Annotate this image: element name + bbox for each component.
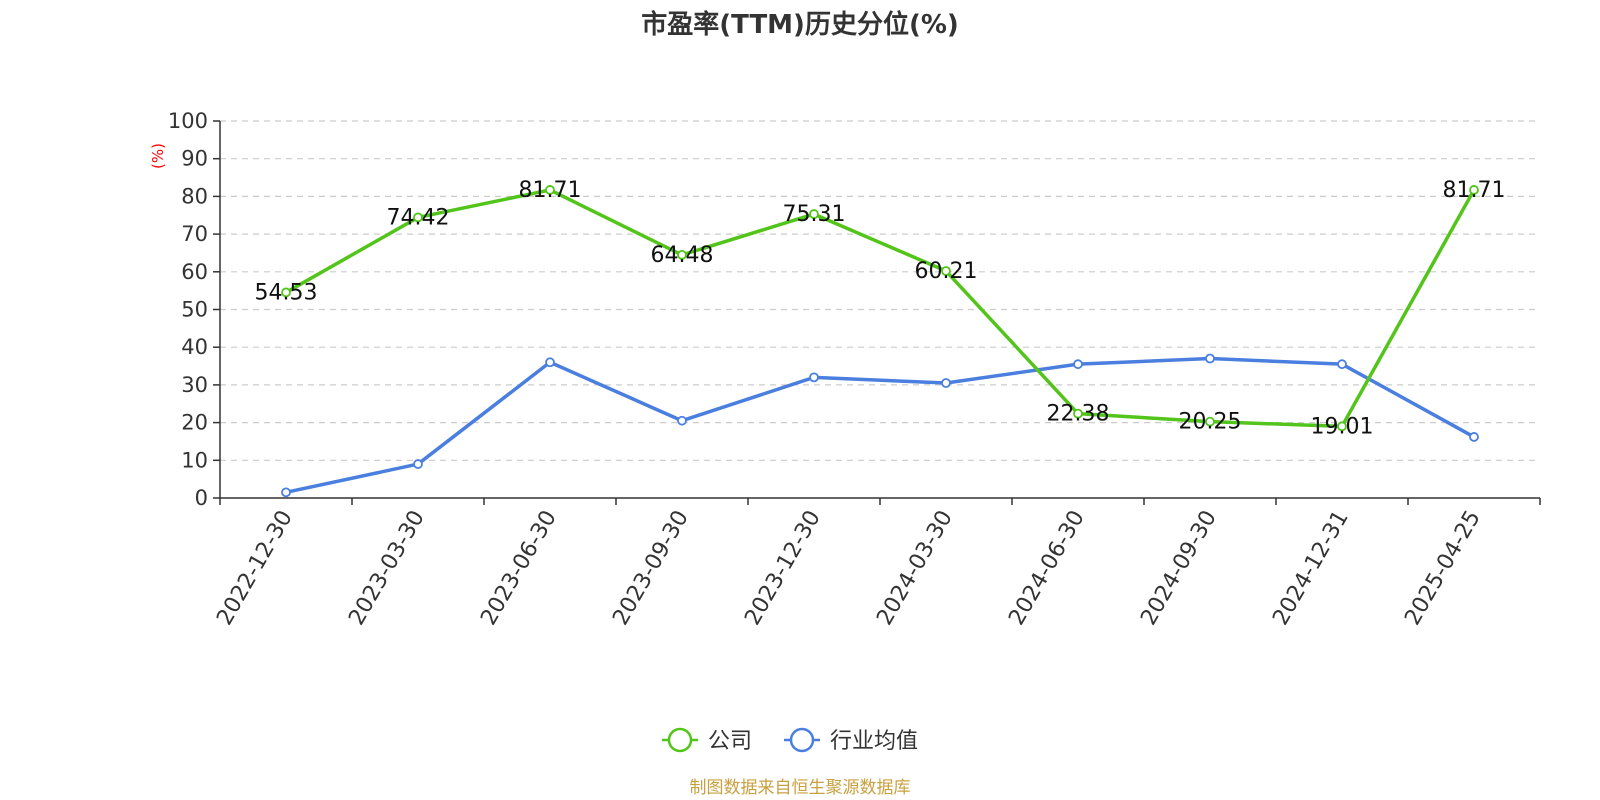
y-tick-label: 0 <box>195 486 208 510</box>
data-point[interactable] <box>1469 185 1479 195</box>
y-tick-label: 70 <box>181 222 208 246</box>
x-tick-label: 2024-12-31 <box>1268 506 1354 629</box>
data-point[interactable] <box>1337 421 1347 432</box>
x-tick-label: 2023-03-30 <box>344 506 430 629</box>
y-tick-label: 90 <box>181 147 208 171</box>
data-label: 74.42 <box>387 205 450 230</box>
data-label: 20.25 <box>1179 410 1242 435</box>
y-tick-label: 50 <box>181 298 208 322</box>
data-label: 75.31 <box>783 202 846 227</box>
legend-marker[interactable] <box>789 727 815 753</box>
series-lines <box>281 185 1479 498</box>
chart-title: 市盈率(TTM)历史分位(%) <box>641 9 959 40</box>
y-axis-unit-label: (%) <box>149 143 167 169</box>
x-tick-label: 2024-09-30 <box>1136 506 1222 629</box>
axes: 0 10 20 30 40 50 60 70 80 90 100 2022-12-30 2023-03-… <box>168 109 1541 630</box>
x-tick-label: 2023-09-30 <box>608 506 694 629</box>
data-label: 81.71 <box>1443 178 1506 203</box>
data-point[interactable] <box>809 372 819 383</box>
data-point[interactable] <box>1073 408 1083 419</box>
data-labels: 54.53 74.42 81.71 64.48 75.31 60.21 22.38 20.25… <box>255 178 1506 439</box>
y-tick-label: 80 <box>181 184 208 208</box>
x-tick-label: 2023-12-30 <box>740 506 826 629</box>
data-label: 22.38 <box>1047 402 1110 427</box>
data-point[interactable] <box>413 459 423 469</box>
data-point[interactable] <box>1073 359 1083 370</box>
data-point[interactable] <box>1337 359 1347 370</box>
legend-label[interactable]: 公司 <box>708 729 752 754</box>
data-label: 81.71 <box>519 178 582 203</box>
gridlines <box>220 120 1540 461</box>
data-point[interactable] <box>809 209 819 219</box>
data-point[interactable] <box>413 212 423 223</box>
data-point[interactable] <box>941 378 951 388</box>
data-label: 54.53 <box>255 280 318 305</box>
data-point[interactable] <box>1205 353 1215 364</box>
data-label: 64.48 <box>651 243 714 268</box>
x-tick-label: 2024-06-30 <box>1004 506 1090 629</box>
y-tick-label: 10 <box>181 448 208 472</box>
x-tick-label: 2025-04-25 <box>1400 506 1486 629</box>
data-label: 60.21 <box>915 259 978 284</box>
data-label: 19.01 <box>1311 414 1374 439</box>
data-point[interactable] <box>941 266 951 276</box>
data-point[interactable] <box>545 357 555 368</box>
legend-label[interactable]: 行业均值 <box>830 729 918 754</box>
y-tick-label: 60 <box>181 260 208 284</box>
data-point[interactable] <box>545 185 555 195</box>
data-point[interactable] <box>1205 416 1215 427</box>
x-tick-label: 2024-03-30 <box>872 506 958 629</box>
source-note: 制图数据来自恒生聚源数据库 <box>690 778 911 798</box>
x-tick-label: 2022-12-30 <box>212 506 298 629</box>
y-tick-label: 100 <box>168 109 208 133</box>
legend[interactable]: 公司 行业均值 <box>662 727 918 754</box>
data-point[interactable] <box>1469 432 1479 442</box>
data-point[interactable] <box>281 287 291 298</box>
series-line <box>285 188 1476 429</box>
legend-marker[interactable] <box>667 727 693 753</box>
series-line <box>285 356 1475 495</box>
y-tick-label: 30 <box>181 373 208 397</box>
data-point[interactable] <box>281 487 291 498</box>
data-point[interactable] <box>677 250 687 260</box>
y-tick-label: 20 <box>181 411 208 435</box>
y-tick-label: 40 <box>181 335 208 359</box>
data-point[interactable] <box>677 415 687 426</box>
x-tick-label: 2023-06-30 <box>476 506 562 629</box>
